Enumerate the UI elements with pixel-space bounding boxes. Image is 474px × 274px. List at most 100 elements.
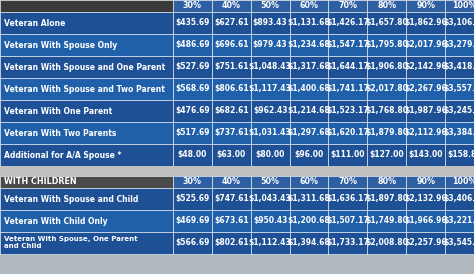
Bar [173,100,212,122]
Bar [290,34,328,56]
Bar [173,188,212,210]
Text: $1,394.68: $1,394.68 [288,238,330,247]
Text: $893.43: $893.43 [253,19,288,27]
Bar [328,210,367,232]
Text: 100%: 100% [452,1,474,10]
Text: $1,547.17: $1,547.17 [327,41,369,50]
Bar [173,176,212,188]
Bar [0,210,173,232]
Text: $1,317.68: $1,317.68 [288,62,330,72]
Bar [445,34,474,56]
Bar [0,100,173,122]
Bar [406,144,445,166]
Bar [212,232,251,254]
Bar [0,232,173,254]
Bar [367,122,406,144]
Text: $568.69: $568.69 [175,84,210,93]
Bar [0,166,474,176]
Text: 70%: 70% [338,178,357,187]
Bar [212,78,251,100]
Bar [212,100,251,122]
Bar [173,210,212,232]
Text: $158.82: $158.82 [447,150,474,159]
Text: $737.61: $737.61 [214,129,249,138]
Bar [328,0,367,12]
Text: $486.69: $486.69 [175,41,210,50]
Text: $627.61: $627.61 [214,19,249,27]
Bar [173,232,212,254]
Text: 60%: 60% [300,1,319,10]
Bar [0,144,173,166]
Bar [445,188,474,210]
Text: $3,221.85: $3,221.85 [443,216,474,226]
Bar [406,100,445,122]
Text: $1,048.43: $1,048.43 [249,62,292,72]
Text: $3,106.04: $3,106.04 [443,19,474,27]
Bar [251,12,290,34]
Text: $527.69: $527.69 [175,62,210,72]
Text: 40%: 40% [222,178,241,187]
Text: $1,311.68: $1,311.68 [288,195,330,204]
Bar [406,34,445,56]
Text: $435.69: $435.69 [175,19,210,27]
Text: 40%: 40% [222,1,241,10]
Bar [328,78,367,100]
Bar [367,176,406,188]
Text: $3,418.20: $3,418.20 [443,62,474,72]
Bar [367,188,406,210]
Bar [212,122,251,144]
Bar [328,188,367,210]
Bar [290,12,328,34]
Bar [328,12,367,34]
Text: $806.61: $806.61 [214,84,249,93]
Text: $63.00: $63.00 [217,150,246,159]
Bar [445,12,474,34]
Bar [445,78,474,100]
Bar [445,56,474,78]
Text: $2,017.96: $2,017.96 [404,41,447,50]
Bar [0,188,173,210]
Text: $802.61: $802.61 [214,238,249,247]
Bar [367,0,406,12]
Bar [445,176,474,188]
Bar [0,12,173,34]
Text: $751.61: $751.61 [214,62,248,72]
Text: $1,862.96: $1,862.96 [404,19,447,27]
Bar [251,56,290,78]
Bar [290,56,328,78]
Bar [290,188,328,210]
Bar [290,210,328,232]
Text: $1,987.96: $1,987.96 [404,107,447,116]
Bar [406,12,445,34]
Bar [290,100,328,122]
Text: Veteran With Spouse and One Parent: Veteran With Spouse and One Parent [4,62,165,72]
Bar [367,210,406,232]
Text: $517.69: $517.69 [175,129,210,138]
Text: $2,008.80: $2,008.80 [365,238,408,247]
Bar [367,232,406,254]
Text: $1,644.17: $1,644.17 [327,62,369,72]
Bar [290,176,328,188]
Bar [406,122,445,144]
Bar [251,210,290,232]
Bar [251,0,290,12]
Bar [406,176,445,188]
Bar [406,78,445,100]
Text: $1,200.68: $1,200.68 [288,216,330,226]
Bar [212,176,251,188]
Bar [290,144,328,166]
Bar [251,176,290,188]
Text: $1,131.68: $1,131.68 [288,19,330,27]
Text: $1,733.17: $1,733.17 [327,238,369,247]
Text: $3,557.18: $3,557.18 [443,84,474,93]
Text: $673.61: $673.61 [214,216,249,226]
Bar [328,34,367,56]
Text: $1,043.43: $1,043.43 [249,195,292,204]
Text: Veteran With Spouse and Two Parent: Veteran With Spouse and Two Parent [4,84,165,93]
Text: Veteran With Spouse, One Parent
and Child: Veteran With Spouse, One Parent and Chil… [4,236,137,250]
Text: $111.00: $111.00 [331,150,365,159]
Text: $1,112.43: $1,112.43 [249,238,292,247]
Bar [173,34,212,56]
Bar [328,122,367,144]
Text: $3,406.04: $3,406.04 [443,195,474,204]
